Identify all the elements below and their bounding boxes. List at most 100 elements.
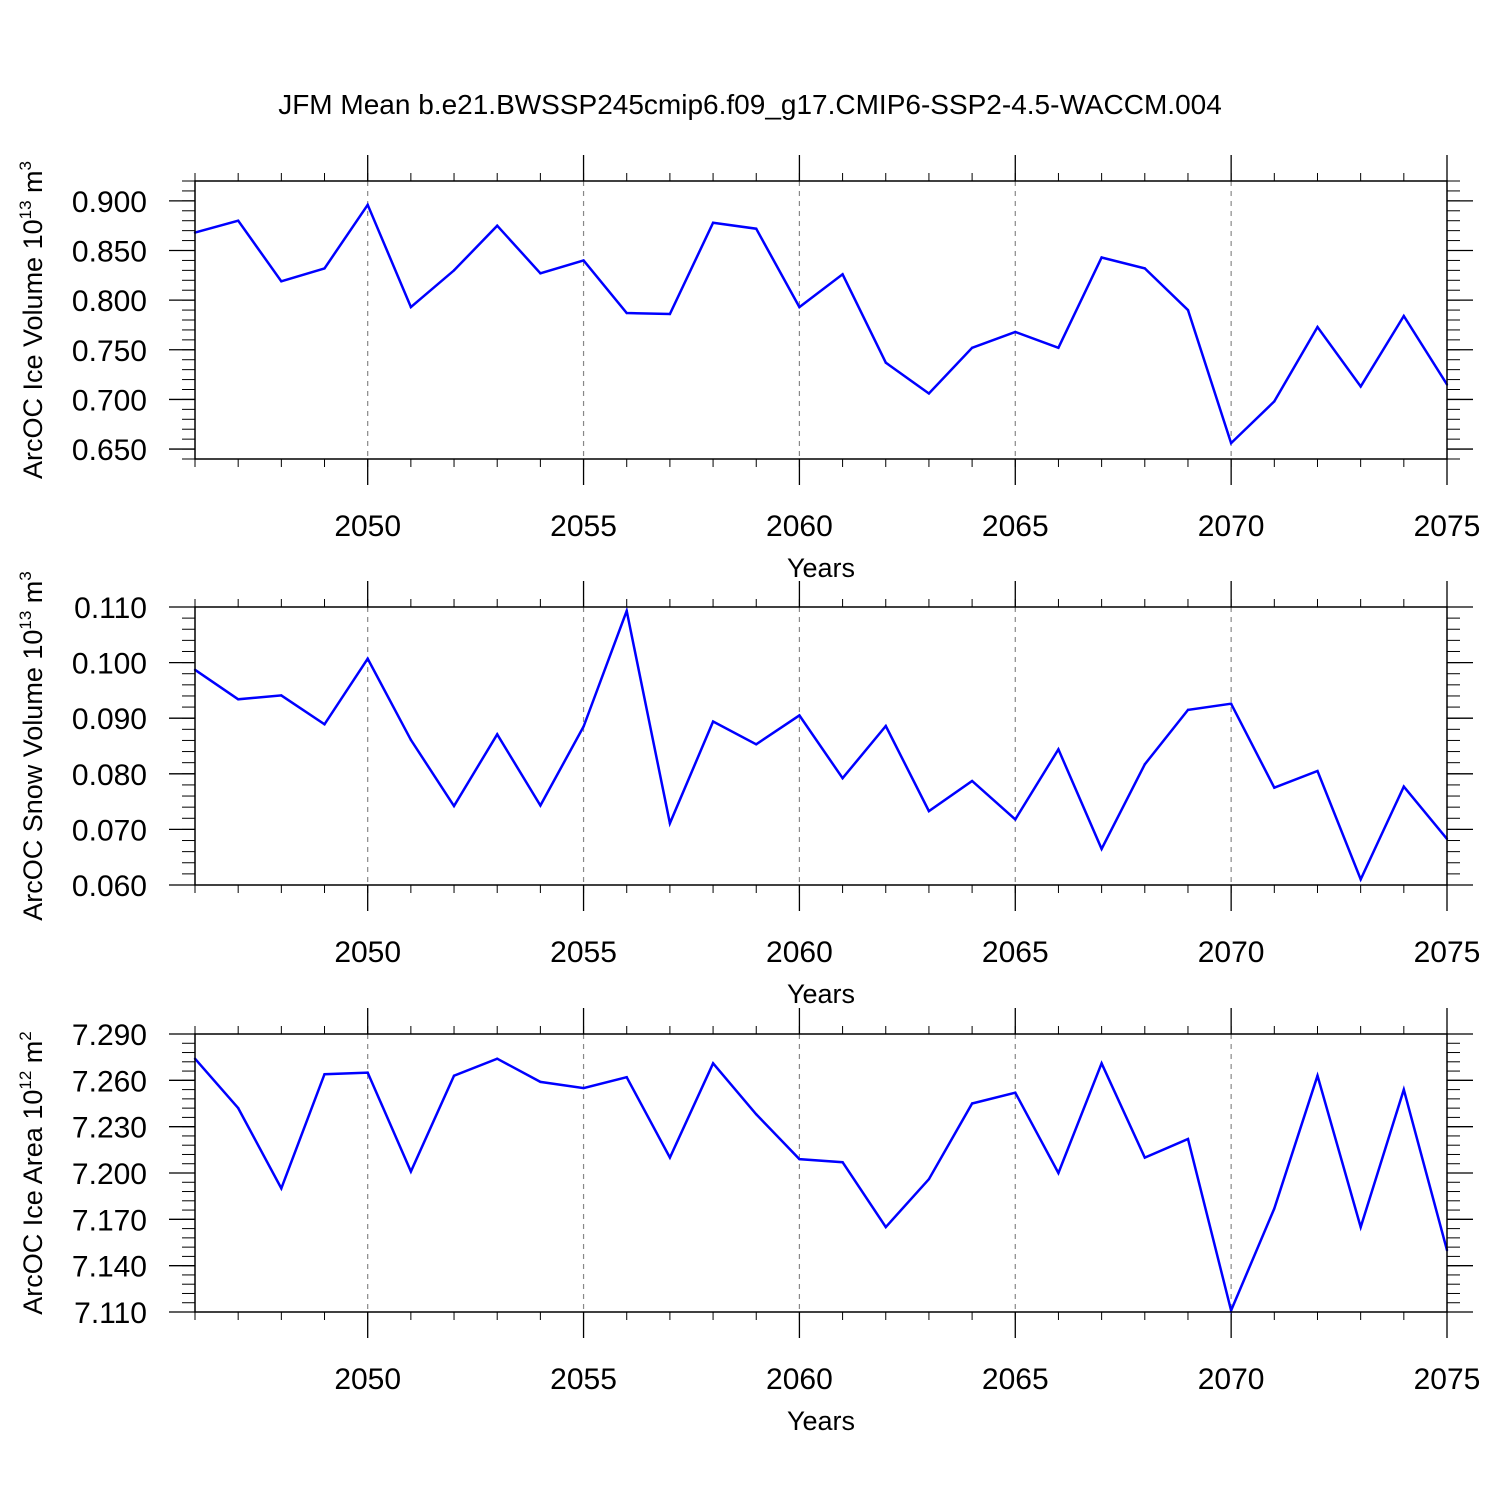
y-axis-title: ArcOC Snow Volume 1013 m3 bbox=[16, 571, 48, 921]
data-point bbox=[1014, 330, 1017, 334]
data-point bbox=[539, 1080, 542, 1084]
data-point bbox=[841, 1160, 844, 1164]
data-point bbox=[1273, 786, 1276, 789]
data-point bbox=[1359, 878, 1362, 881]
y-axis-title-exponent: 13 bbox=[16, 611, 35, 630]
y-axis-title-unit-exponent: 3 bbox=[16, 571, 35, 580]
data-point bbox=[582, 259, 585, 262]
y-axis-title: ArcOC Ice Area 1012 m2 bbox=[16, 1031, 48, 1315]
data-point bbox=[1229, 702, 1233, 705]
data-point bbox=[1057, 748, 1060, 751]
y-axis-title: ArcOC Ice Volume 1013 m3 bbox=[16, 161, 48, 479]
x-tick-label: 2075 bbox=[1414, 936, 1481, 969]
data-point bbox=[236, 1106, 240, 1110]
data-point bbox=[280, 280, 283, 283]
data-point bbox=[1057, 346, 1060, 349]
data-point bbox=[841, 777, 844, 780]
data-point bbox=[927, 1177, 931, 1181]
chart-panel-1: 0.650 0.700 0.750 0.800 0.850 0.900 2050 2055 20… bbox=[16, 155, 1480, 583]
y-tick-label: 0.080 bbox=[72, 759, 147, 792]
x-tick-label: 2060 bbox=[766, 936, 833, 969]
data-point bbox=[236, 219, 240, 222]
x-axis-title: Years bbox=[787, 553, 855, 583]
data-point bbox=[1186, 708, 1190, 712]
data-point bbox=[1229, 1309, 1233, 1312]
data-point bbox=[1014, 1091, 1017, 1094]
data-point bbox=[1316, 769, 1319, 773]
data-point bbox=[1402, 1088, 1406, 1091]
data-point bbox=[496, 224, 499, 227]
x-tick-label: 2050 bbox=[334, 936, 401, 969]
data-point bbox=[1273, 1207, 1276, 1210]
y-axis-title-unit: m bbox=[18, 581, 48, 611]
y-tick-label: 7.200 bbox=[72, 1158, 147, 1191]
data-point bbox=[798, 714, 801, 717]
y-tick-label: 0.650 bbox=[72, 434, 147, 467]
x-tick-label: 2050 bbox=[334, 1363, 401, 1396]
data-point bbox=[1143, 1156, 1146, 1159]
data-point bbox=[711, 720, 715, 723]
plot-frame bbox=[194, 180, 1448, 460]
data-point bbox=[496, 733, 499, 736]
series-line bbox=[194, 1057, 1449, 1315]
x-tick-label: 2060 bbox=[766, 510, 833, 543]
data-point bbox=[452, 1074, 456, 1077]
series-line bbox=[194, 606, 1448, 883]
y-axis-title-exponent: 12 bbox=[16, 1071, 35, 1090]
data-point bbox=[366, 657, 369, 660]
data-point bbox=[452, 269, 456, 272]
data-point bbox=[366, 203, 369, 207]
data-point bbox=[668, 312, 672, 316]
y-tick-label: 0.900 bbox=[72, 186, 147, 219]
x-tick-label: 2070 bbox=[1198, 1363, 1265, 1396]
x-tick-label: 2065 bbox=[982, 1363, 1049, 1396]
data-point bbox=[884, 724, 887, 728]
chart-panel-2: 0.060 0.070 0.080 0.090 0.100 0.110 2050 2055 20… bbox=[16, 571, 1480, 1009]
data-point bbox=[1100, 1062, 1103, 1065]
data-point bbox=[755, 1113, 758, 1116]
y-axis-title-unit: m bbox=[18, 1041, 48, 1071]
data-point bbox=[582, 725, 585, 728]
x-tick-label: 2075 bbox=[1414, 510, 1481, 543]
y-tick-label: 0.110 bbox=[74, 592, 147, 625]
y-tick-label: 0.090 bbox=[72, 703, 147, 736]
y-tick-label: 0.700 bbox=[72, 384, 147, 417]
data-point bbox=[409, 1170, 413, 1173]
data-point bbox=[927, 392, 931, 395]
y-axis-title-text: ArcOC Snow Volume 10 bbox=[18, 630, 48, 921]
data-point bbox=[539, 804, 542, 807]
data-point bbox=[323, 723, 326, 726]
y-tick-label: 0.750 bbox=[72, 335, 147, 368]
data-point bbox=[1057, 1171, 1060, 1175]
data-point bbox=[323, 267, 326, 270]
data-point bbox=[625, 609, 628, 613]
plot-frame bbox=[194, 606, 1448, 886]
chart-panel-3: 7.110 7.140 7.170 7.200 7.230 7.260 7.290 2050 2… bbox=[16, 1008, 1480, 1436]
data-point bbox=[1316, 1074, 1319, 1077]
figure-title: JFM Mean b.e21.BWSSP245cmip6.f09_g17.CMI… bbox=[278, 89, 1222, 120]
data-point bbox=[236, 698, 240, 701]
data-point bbox=[927, 809, 931, 813]
y-axis-title-unit-exponent: 3 bbox=[16, 161, 35, 170]
y-axis-title-text: ArcOC Ice Volume 10 bbox=[18, 219, 48, 479]
data-point bbox=[970, 779, 974, 783]
data-point bbox=[409, 738, 413, 742]
x-tick-label: 2050 bbox=[334, 510, 401, 543]
y-axis-title-exponent: 13 bbox=[16, 200, 35, 219]
x-tick-label: 2060 bbox=[766, 1363, 833, 1396]
data-point bbox=[1229, 441, 1233, 445]
data-point bbox=[1014, 818, 1017, 821]
data-point bbox=[970, 1102, 974, 1105]
data-point bbox=[625, 311, 628, 315]
data-point bbox=[884, 361, 887, 364]
y-tick-label: 0.800 bbox=[72, 285, 147, 318]
data-point bbox=[711, 221, 715, 224]
data-point bbox=[366, 1071, 369, 1074]
data-point bbox=[841, 273, 844, 276]
y-tick-label: 7.290 bbox=[72, 1019, 147, 1052]
y-tick-label: 7.170 bbox=[72, 1204, 147, 1237]
x-tick-label: 2055 bbox=[550, 1363, 617, 1396]
x-tick-label: 2055 bbox=[550, 510, 617, 543]
data-point bbox=[280, 1187, 283, 1190]
